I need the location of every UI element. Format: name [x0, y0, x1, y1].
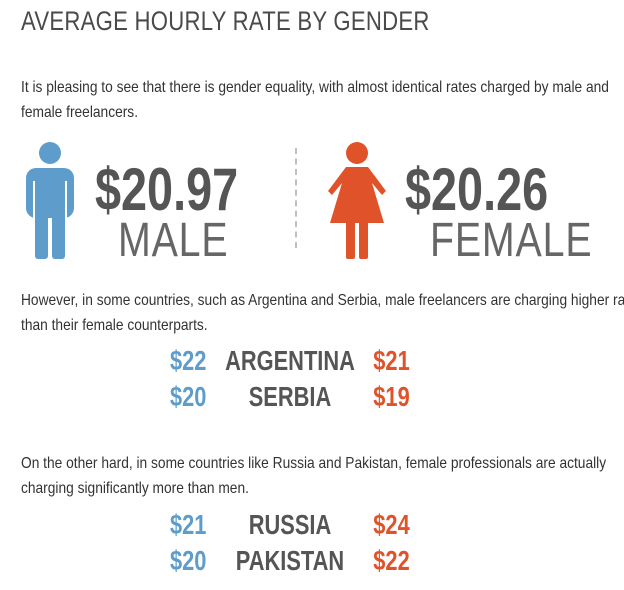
table-row: $21 RUSSIA $24: [170, 507, 410, 543]
female-rate-pakistan: $22: [373, 545, 410, 576]
female-person-icon: [328, 142, 386, 259]
male-label: MALE: [118, 214, 229, 267]
female-rate-argentina: $21: [373, 345, 410, 376]
country-argentina: ARGENTINA: [225, 345, 355, 376]
table-row: $20 PAKISTAN $22: [170, 543, 410, 579]
country-rates-table-2: $21 RUSSIA $24 $20 PAKISTAN $22: [170, 507, 410, 579]
female-average-rate: $20.26: [405, 156, 549, 223]
para3-line-2: charging significantly more than men.: [21, 480, 249, 497]
male-rate-argentina: $22: [170, 345, 207, 376]
male-average-rate: $20.97: [95, 156, 239, 223]
page-title: AVERAGE HOURLY RATE BY GENDER: [21, 6, 430, 36]
table-row: $22 ARGENTINA $21: [170, 343, 410, 379]
intro-paragraph: It is pleasing to see that there is gend…: [21, 75, 609, 125]
male-rate-pakistan: $20: [170, 545, 207, 576]
male-rate-russia: $21: [170, 509, 207, 540]
country-russia: RUSSIA: [248, 509, 332, 540]
female-rate-serbia: $19: [373, 381, 410, 412]
argentina-serbia-paragraph: However, in some countries, such as Arge…: [21, 288, 624, 338]
para3-line-1: On the other hard, in some countries lik…: [21, 455, 607, 472]
russia-pakistan-paragraph: On the other hard, in some countries lik…: [21, 451, 606, 501]
male-person-icon: [26, 142, 74, 259]
male-rate-serbia: $20: [170, 381, 207, 412]
intro-line-2: female freelancers.: [21, 104, 139, 121]
table-row: $20 SERBIA $19: [170, 379, 410, 415]
para2-line-1: However, in some countries, such as Arge…: [21, 292, 624, 309]
country-serbia: SERBIA: [248, 381, 332, 412]
country-pakistan: PAKISTAN: [235, 545, 345, 576]
country-rates-table-1: $22 ARGENTINA $21 $20 SERBIA $19: [170, 343, 410, 415]
intro-line-1: It is pleasing to see that there is gend…: [21, 79, 609, 96]
gender-divider: [295, 148, 297, 248]
female-label: FEMALE: [430, 214, 593, 267]
para2-line-2: than their female counterparts.: [21, 317, 208, 334]
female-rate-russia: $24: [373, 509, 410, 540]
